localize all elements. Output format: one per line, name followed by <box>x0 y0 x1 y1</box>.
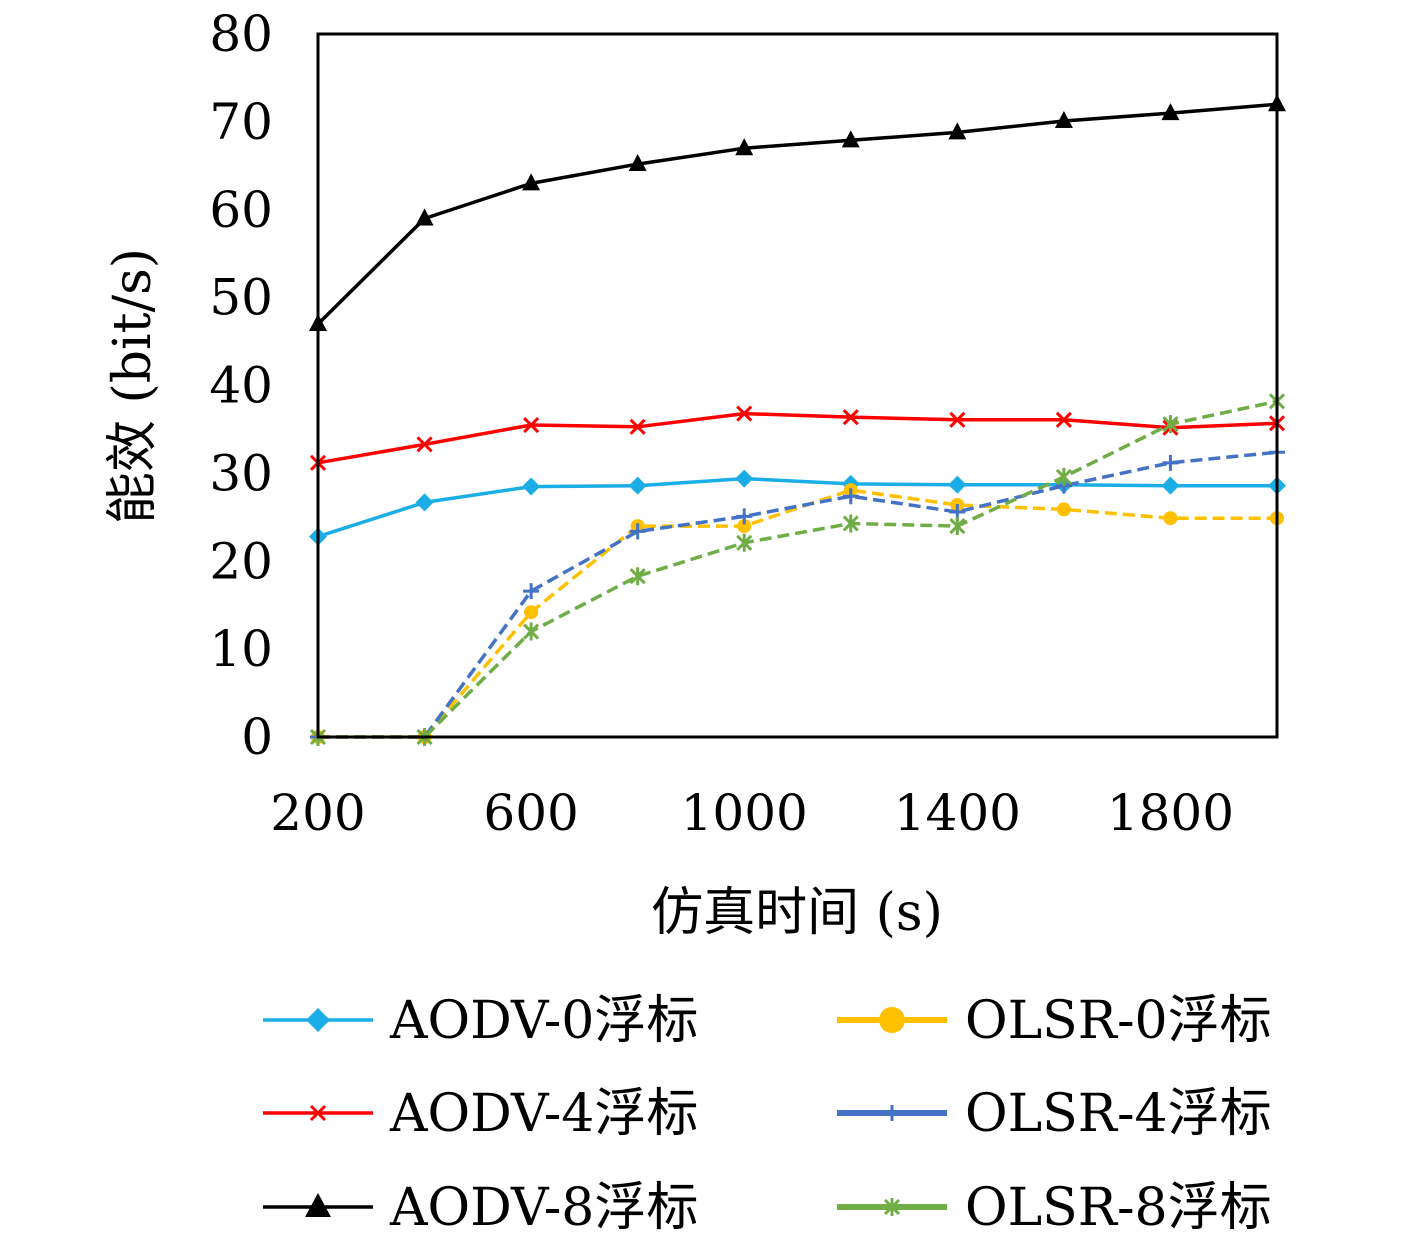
x-tick-label: 1000 <box>681 784 808 842</box>
data-point <box>415 208 434 226</box>
data-point <box>1056 502 1071 517</box>
data-point <box>1161 476 1180 495</box>
legend: AODV-0浮标 AODV-4浮标 AODV-8浮标 OLSR-0浮标 OLSR-4浮标… <box>263 991 1272 1238</box>
data-point <box>1163 511 1178 526</box>
data-point <box>1162 454 1179 471</box>
plot-series-layer <box>309 94 1286 746</box>
legend-label: AODV-0浮标 <box>389 991 698 1051</box>
y-tick-label: 50 <box>209 269 273 327</box>
legend-marker <box>305 1193 331 1217</box>
data-point <box>523 622 540 641</box>
data-point <box>842 488 859 505</box>
data-point <box>735 469 754 488</box>
data-point <box>522 477 541 496</box>
data-point <box>842 409 859 426</box>
data-point <box>1055 411 1072 428</box>
data-point <box>842 514 859 533</box>
data-point <box>735 138 754 156</box>
x-tick-label: 600 <box>483 784 578 842</box>
series-OLSR-8浮标 <box>309 392 1286 746</box>
legend-item: AODV-0浮标 <box>263 991 698 1051</box>
data-point <box>524 605 539 620</box>
data-point <box>1055 467 1072 486</box>
series-line <box>317 411 1278 465</box>
y-tick-label: 70 <box>209 93 273 151</box>
data-point <box>628 476 647 495</box>
data-point <box>416 436 433 453</box>
legend-marker <box>884 1105 900 1121</box>
data-point <box>948 475 967 494</box>
data-point <box>629 418 646 435</box>
data-point <box>949 411 966 428</box>
y-tick-label: 30 <box>209 444 273 502</box>
data-point <box>523 416 540 434</box>
legend-item: OLSR-8浮标 <box>837 1178 1272 1238</box>
legend-marker <box>879 1007 905 1033</box>
data-point <box>629 523 646 540</box>
data-point <box>1162 415 1179 434</box>
x-tick-label: 1800 <box>1107 784 1234 842</box>
data-point <box>841 130 860 148</box>
data-point <box>736 405 753 422</box>
legend-marker <box>883 1198 901 1216</box>
legend-label: AODV-4浮标 <box>389 1084 698 1144</box>
series-line <box>316 102 1278 326</box>
data-point <box>629 567 646 586</box>
x-axis-title: 仿真时间 (s) <box>651 883 943 943</box>
x-tick-label: 200 <box>270 784 365 842</box>
data-point <box>628 154 647 172</box>
data-point <box>523 583 540 600</box>
data-point <box>1054 110 1073 128</box>
data-point <box>522 173 541 191</box>
y-tick-label: 40 <box>209 357 273 415</box>
series-line <box>318 488 1277 739</box>
y-tick-label: 20 <box>209 532 273 590</box>
data-point <box>1161 103 1180 121</box>
data-point <box>949 517 966 536</box>
series-line <box>318 399 1278 739</box>
legend-item: AODV-8浮标 <box>263 1178 698 1238</box>
legend-label: OLSR-8浮标 <box>965 1178 1272 1238</box>
x-tick-label: 1400 <box>894 784 1021 842</box>
series-line <box>317 476 1277 539</box>
legend-label: AODV-8浮标 <box>389 1178 698 1238</box>
legend-label: OLSR-4浮标 <box>965 1084 1272 1144</box>
series-AODV-8浮标 <box>309 94 1286 331</box>
data-point <box>948 122 967 140</box>
y-tick-label: 10 <box>209 620 273 678</box>
legend-label: OLSR-0浮标 <box>965 991 1272 1051</box>
data-point <box>736 533 753 552</box>
legend-item: OLSR-4浮标 <box>837 1084 1272 1144</box>
y-axis-ticks: 0 10 20 30 40 50 60 70 80 <box>209 5 273 766</box>
data-point <box>415 493 434 512</box>
y-tick-label: 0 <box>241 708 273 766</box>
legend-marker <box>309 1104 327 1122</box>
data-point <box>736 508 753 525</box>
x-axis-ticks: 200 600 1000 1400 1800 <box>270 784 1234 842</box>
y-tick-label: 60 <box>209 181 273 239</box>
plot-area-frame <box>316 32 1279 739</box>
series-AODV-4浮标 <box>309 405 1286 471</box>
y-axis-title: 能效 (bit/s) <box>103 248 163 524</box>
data-point <box>737 519 752 534</box>
legend-marker <box>306 1008 330 1032</box>
legend-item: OLSR-0浮标 <box>837 991 1272 1051</box>
legend-item: AODV-4浮标 <box>263 1084 698 1144</box>
y-tick-label: 80 <box>209 5 273 63</box>
